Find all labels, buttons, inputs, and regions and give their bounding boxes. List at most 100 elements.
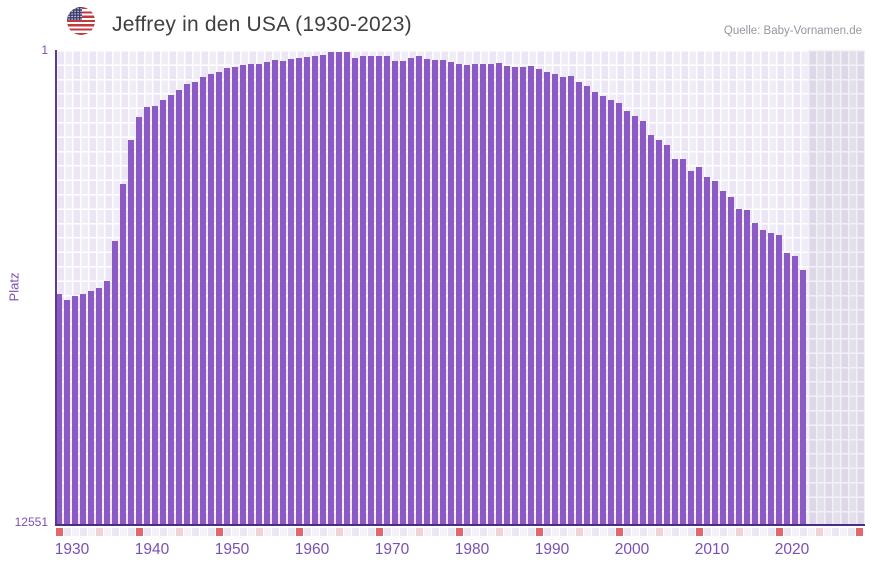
bar-1947[interactable] [192, 82, 198, 525]
strip-cell-1940 [136, 528, 143, 536]
bar-1989[interactable] [528, 65, 534, 525]
bar-2011[interactable] [704, 176, 710, 525]
bar-2023[interactable] [800, 269, 806, 525]
bar-2007[interactable] [672, 158, 678, 525]
bar-1969[interactable] [368, 56, 374, 525]
bar-1946[interactable] [184, 84, 190, 525]
bar-1998[interactable] [600, 96, 606, 525]
bar-1938[interactable] [120, 183, 126, 525]
bar-1990[interactable] [536, 69, 542, 525]
bar-1984[interactable] [488, 64, 494, 525]
bar-1940[interactable] [136, 117, 142, 525]
bar-1975[interactable] [416, 56, 422, 525]
bar-1976[interactable] [424, 59, 430, 525]
bar-1936[interactable] [104, 281, 110, 525]
y-tick-top: 1 [41, 43, 48, 57]
bar-1953[interactable] [240, 65, 246, 525]
strip-cell-1964 [328, 528, 335, 536]
bar-1933[interactable] [80, 294, 86, 525]
bar-1942[interactable] [152, 106, 158, 525]
bar-1980[interactable] [456, 64, 462, 525]
bar-1966[interactable] [344, 52, 350, 525]
bar-1962[interactable] [312, 56, 318, 525]
bar-1977[interactable] [432, 60, 438, 525]
bar-1973[interactable] [400, 60, 406, 525]
bar-1937[interactable] [112, 240, 118, 525]
bar-2016[interactable] [744, 209, 750, 525]
bar-2020[interactable] [776, 234, 782, 525]
bar-1945[interactable] [176, 90, 182, 525]
bar-1971[interactable] [384, 56, 390, 525]
bar-1994[interactable] [568, 76, 574, 525]
bar-1935[interactable] [96, 288, 102, 525]
bar-2019[interactable] [768, 232, 774, 525]
bar-1997[interactable] [592, 91, 598, 525]
bar-1930[interactable] [56, 294, 62, 525]
bar-1995[interactable] [576, 81, 582, 525]
bar-2015[interactable] [736, 208, 742, 525]
bar-1965[interactable] [336, 52, 342, 525]
bar-2010[interactable] [696, 167, 702, 525]
bar-2006[interactable] [664, 145, 670, 525]
bar-2012[interactable] [712, 180, 718, 525]
bar-1958[interactable] [280, 61, 286, 525]
bar-1999[interactable] [608, 99, 614, 525]
bar-1974[interactable] [408, 57, 414, 525]
bar-1979[interactable] [448, 62, 454, 525]
bar-1982[interactable] [472, 64, 478, 525]
bar-2018[interactable] [760, 229, 766, 525]
bar-2009[interactable] [688, 170, 694, 525]
bar-1988[interactable] [520, 66, 526, 525]
bar-1941[interactable] [144, 107, 150, 525]
bar-2013[interactable] [720, 190, 726, 525]
bar-1943[interactable] [160, 100, 166, 525]
bar-2005[interactable] [656, 139, 662, 525]
bar-1967[interactable] [352, 57, 358, 525]
bar-1978[interactable] [440, 60, 446, 525]
bar-1961[interactable] [304, 57, 310, 525]
bar-1956[interactable] [264, 62, 270, 525]
bar-1957[interactable] [272, 60, 278, 525]
bar-1950[interactable] [216, 72, 222, 525]
bar-1963[interactable] [320, 55, 326, 525]
bar-2002[interactable] [632, 116, 638, 525]
bar-1959[interactable] [288, 59, 294, 525]
bar-1952[interactable] [232, 67, 238, 525]
bar-1981[interactable] [464, 65, 470, 525]
bar-1951[interactable] [224, 68, 230, 525]
bar-1954[interactable] [248, 63, 254, 525]
bar-1993[interactable] [560, 76, 566, 525]
bar-1983[interactable] [480, 64, 486, 525]
bar-1985[interactable] [496, 63, 502, 525]
bar-2001[interactable] [624, 110, 630, 525]
bar-1987[interactable] [512, 66, 518, 525]
strip-cell-2021 [784, 528, 791, 536]
bar-1992[interactable] [552, 74, 558, 525]
bar-1955[interactable] [256, 64, 262, 525]
bar-2017[interactable] [752, 222, 758, 525]
bar-2014[interactable] [728, 197, 734, 525]
bar-1948[interactable] [200, 77, 206, 525]
bar-1934[interactable] [88, 291, 94, 525]
bar-1970[interactable] [376, 56, 382, 525]
bar-1968[interactable] [360, 56, 366, 525]
bar-1939[interactable] [128, 140, 134, 525]
bar-1932[interactable] [72, 296, 78, 525]
bar-1944[interactable] [168, 95, 174, 525]
bar-1986[interactable] [504, 65, 510, 525]
strip-cell-1982 [472, 528, 479, 536]
bar-2008[interactable] [680, 158, 686, 525]
bar-1964[interactable] [328, 52, 334, 525]
strip-cell-1961 [304, 528, 311, 536]
bar-2000[interactable] [616, 102, 622, 525]
bar-2022[interactable] [792, 255, 798, 525]
bar-1991[interactable] [544, 71, 550, 525]
bar-1931[interactable] [64, 300, 70, 525]
bar-1996[interactable] [584, 85, 590, 525]
bar-2003[interactable] [640, 121, 646, 525]
bar-2021[interactable] [784, 252, 790, 525]
bar-1949[interactable] [208, 74, 214, 525]
bar-1972[interactable] [392, 60, 398, 525]
bar-1960[interactable] [296, 58, 302, 525]
bar-2004[interactable] [648, 134, 654, 525]
